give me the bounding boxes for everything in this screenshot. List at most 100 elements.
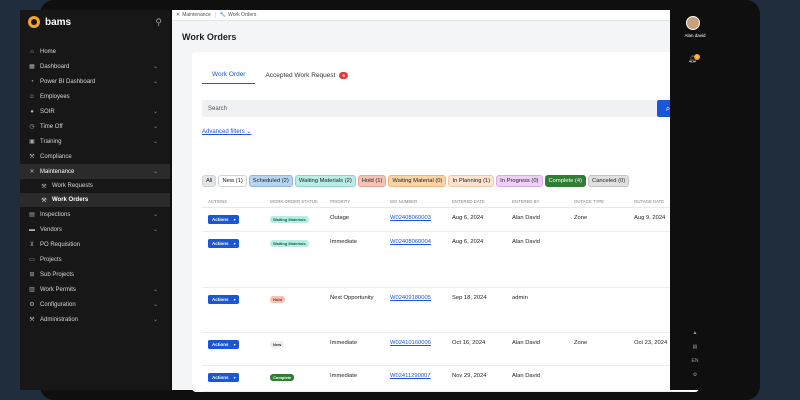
chevron-down-icon: ⌄ <box>152 109 158 115</box>
entered-by-cell: Alan David <box>512 215 540 221</box>
sidebar-item-training[interactable]: ▣ Training ⌄ <box>20 134 170 149</box>
wrench-icon: 🔧 <box>219 12 227 18</box>
entered-date-cell: Aug 6, 2024 <box>452 215 483 221</box>
sidebar-item-compliance[interactable]: ⚒ Compliance <box>20 149 170 164</box>
actions-button[interactable]: Actions <box>208 295 233 304</box>
chevron-up-icon[interactable]: ▲ <box>692 330 698 336</box>
wo-number-link-cell: W02410160006 <box>390 340 431 346</box>
wo-number-link[interactable]: W02410160006 <box>390 340 431 346</box>
breadcrumb-maintenance[interactable]: ✕ Maintenance <box>172 12 215 18</box>
sidebar-item-work-orders[interactable]: ⚒ Work Orders <box>20 193 170 207</box>
sidebar-item-time-off[interactable]: ◷ Time Off ⌄ <box>20 119 170 134</box>
status-badge: Hold <box>270 296 285 303</box>
tab-label: Accepted Work Request <box>265 71 336 79</box>
sidebar-item-po-requisition[interactable]: ⊻ PO Requisition <box>20 237 170 252</box>
column-header[interactable]: Entered Date <box>452 199 485 204</box>
actions-button[interactable]: Actions <box>208 239 233 248</box>
outage-type-cell: Zone <box>574 215 587 221</box>
avatar[interactable] <box>686 16 700 30</box>
wo-number-link-cell: W02411290007 <box>390 373 431 379</box>
actions-button[interactable]: Actions <box>208 340 233 349</box>
page-title: Work Orders <box>182 32 237 42</box>
wo-number-link[interactable]: W02408060004 <box>390 239 431 245</box>
sidebar-item-label: Dashboard <box>40 63 70 70</box>
filter-pill[interactable]: Hold (1) <box>357 175 387 187</box>
entered-date: Aug 6, 2024 <box>452 239 484 245</box>
sidebar-item-employees[interactable]: ☺ Employees <box>20 89 170 104</box>
chevron-down-icon: ▾ <box>232 297 236 302</box>
count-badge: 6 <box>339 71 348 79</box>
wo-number-link[interactable]: W02409180005 <box>390 295 431 301</box>
filter-pill[interactable]: New (1) <box>218 175 247 187</box>
actions-button[interactable]: Actions <box>208 215 233 224</box>
pin-icon[interactable]: ⚲ <box>155 16 162 27</box>
outage-type: Zone <box>574 340 588 346</box>
sidebar-item-sub-projects[interactable]: ⊞ Sub Projects <box>20 267 170 282</box>
home-icon: ⌂ <box>30 48 34 55</box>
wo-number-link[interactable]: W02411290007 <box>390 373 431 379</box>
column-header[interactable]: Work Order Status <box>270 199 318 204</box>
language-selector[interactable]: EN <box>691 358 699 364</box>
entered-date: Aug 6, 2024 <box>452 215 484 221</box>
document-icon[interactable]: ▤ <box>692 344 698 350</box>
sidebar-item-work-permits[interactable]: ▥ Work Permits ⌄ <box>20 282 170 297</box>
training-icon: ▣ <box>29 139 35 145</box>
sidebar-item-vendors[interactable]: ▬ Vendors ⌄ <box>20 222 170 237</box>
wo-number-link[interactable]: W02408060003 <box>390 215 431 221</box>
filter-pill[interactable]: Waiting Materials (2) <box>294 175 356 187</box>
tab-bar: Work Order Accepted Work Request 6 <box>202 66 358 84</box>
sidebar-item-projects[interactable]: ▭ Projects <box>20 252 170 267</box>
column-header[interactable]: Outage Type <box>574 199 605 204</box>
actions-button[interactable]: Actions <box>208 373 233 382</box>
tab-accepted-work-request[interactable]: Accepted Work Request 6 <box>255 66 358 84</box>
notification-badge: 2 <box>694 54 700 60</box>
column-header[interactable]: Outage Date <box>634 199 665 204</box>
entered-by-cell: Alan David <box>512 373 540 379</box>
column-header[interactable]: WO Number <box>390 199 418 204</box>
actions-button-cell: Actions ▾ <box>208 239 239 248</box>
filter-pill[interactable]: Scheduled (2) <box>248 175 293 187</box>
tools-icon: ✕ <box>176 12 181 18</box>
logo-icon <box>28 16 40 28</box>
advanced-filters-link[interactable]: Advanced filters ⌄ <box>202 128 251 135</box>
sidebar-item-label: Administration <box>40 316 79 323</box>
column-header[interactable]: Entered By <box>512 199 540 204</box>
filter-pill[interactable]: Canceled (0) <box>588 175 630 187</box>
bell-icon[interactable]: 🔔︎ <box>688 56 697 63</box>
sidebar-item-power-bi-dashboard[interactable]: ◔ Power BI Dashboard ⌄ <box>20 74 170 89</box>
sidebar-item-home[interactable]: ⌂ Home <box>20 44 170 59</box>
folder-icon: ▭ <box>29 257 35 263</box>
chevron-down-icon: ▾ <box>232 217 236 222</box>
sidebar-item-configuration[interactable]: ⚙ Configuration ⌄ <box>20 297 170 312</box>
priority-text-cell: Outage <box>330 215 349 221</box>
tab-work-order[interactable]: Work Order <box>202 66 256 84</box>
priority-text-cell: Immediate <box>330 373 357 379</box>
sidebar-item-work-requests[interactable]: ⚒ Work Requests <box>20 179 170 193</box>
sidebar-item-label: Vendors <box>40 226 63 233</box>
chart-icon: ◔ <box>30 78 34 85</box>
breadcrumb-label: Maintenance <box>182 12 211 18</box>
filter-pill[interactable]: In Planning (1) <box>448 175 495 187</box>
sidebar-item-administration[interactable]: ⚒ Administration ⌄ <box>20 312 170 327</box>
wrench-icon: ⚒ <box>29 154 35 160</box>
cart-icon: ⊻ <box>29 242 35 248</box>
status-badge: New <box>270 341 285 348</box>
breadcrumb-work-orders[interactable]: 🔧 Work Orders <box>214 12 260 18</box>
filter-pill[interactable]: Waiting Material (0) <box>388 175 447 187</box>
filter-pill[interactable]: Complete (4) <box>544 175 587 187</box>
table-row: Actions ▾ Waiting Materials Outage W0240806… <box>202 208 689 232</box>
logo: bams ⚲ <box>20 10 170 34</box>
settings-gear-icon[interactable]: ⚙ <box>692 372 698 378</box>
sidebar-item-inspections[interactable]: ▤ Inspections ⌄ <box>20 207 170 222</box>
sidebar-item-soir[interactable]: ● SOIR ⌄ <box>20 104 170 119</box>
chevron-down-icon: ⌄ <box>152 302 158 308</box>
filter-pill[interactable]: In Progress (0) <box>496 175 543 187</box>
sidebar-item-maintenance[interactable]: ✕ Maintenance ⌄ <box>20 164 170 179</box>
search-input[interactable]: Search <box>202 100 657 117</box>
filter-pill[interactable]: All <box>202 175 217 187</box>
actions-button-cell: Actions ▾ <box>208 215 239 224</box>
advanced-filters-label: Advanced filters <box>202 129 245 135</box>
column-header[interactable]: Priority <box>330 199 351 204</box>
entered-date-cell: Aug 6, 2024 <box>452 239 483 245</box>
sidebar-item-dashboard[interactable]: ▦ Dashboard ⌄ <box>20 59 170 74</box>
